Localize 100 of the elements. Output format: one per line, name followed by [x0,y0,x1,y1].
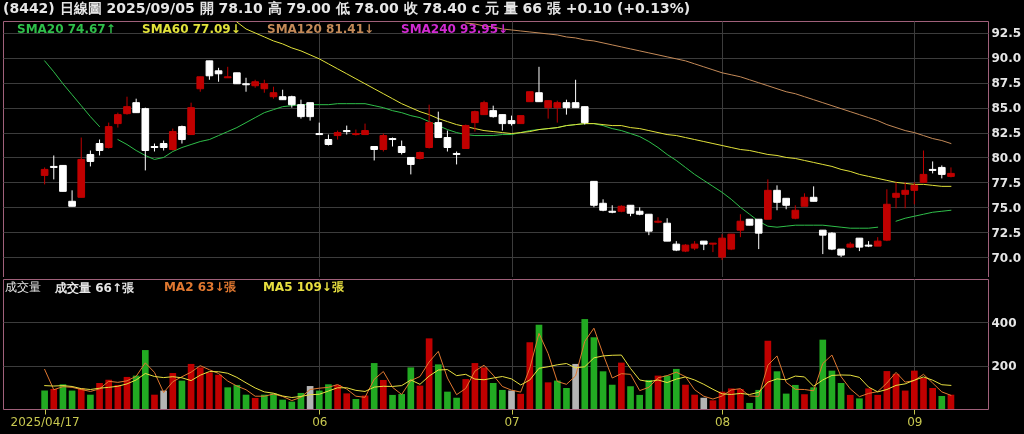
bar [407,367,415,409]
legend-title: 成交量 [5,280,41,294]
bar [581,319,589,409]
bar [508,390,515,409]
line-series [44,327,952,402]
text: MA2 63↓張 [163,280,238,294]
bar [96,383,103,409]
bar [105,379,113,409]
bar [553,380,561,409]
y-tick-label: 92.5 [991,26,1022,41]
bar [901,390,909,409]
bar [709,400,717,409]
bar [462,379,470,409]
y-tick-label: 77.5 [991,175,1022,190]
bar [672,368,680,409]
bar [810,387,817,409]
y-tick-label: 200 [991,359,1017,374]
legend-label: SMA240 93.95↓ [401,22,509,36]
bar [874,394,882,409]
bar [87,394,94,409]
bar [791,384,799,409]
y-tick-label: 85.0 [991,101,1022,116]
text: SMA120 81.41↓ [267,22,375,36]
bar [434,364,442,409]
bar [444,391,451,409]
chart-title: (8442) 日線圖 2025/09/05 開 78.10 高 79.00 低 78.00 收 78.40 c 元 量 66 張 +0.10 (+0.13%) [3,0,691,16]
bar [700,397,708,409]
x-tick-label: 06 [312,414,328,429]
bar [636,394,644,409]
bar [50,389,58,409]
text: SMA20 74.67↑ [17,22,116,36]
bar [599,371,607,409]
candlestick [919,149,928,183]
bar [389,394,396,409]
bar [856,398,863,409]
text: MA5 109↓張 [262,280,345,294]
bar [352,399,360,409]
y-tick-label: 90.0 [991,51,1022,66]
y-tick-label: 87.5 [991,76,1022,91]
bar [380,379,387,409]
x-tick-label: 07 [504,414,520,429]
bar [398,394,405,409]
bar [801,394,808,409]
bar [215,374,222,409]
y-tick-label: 70.0 [991,250,1022,265]
bar [343,393,351,409]
bar [288,401,296,409]
bar [846,394,854,409]
candlestick [104,122,113,149]
bar [682,384,689,409]
y-tick-label: 82.5 [991,126,1022,141]
bar [920,378,927,409]
bar [261,394,268,409]
bar [938,396,946,409]
bar [618,362,625,409]
bar [691,394,698,409]
bar [206,372,213,409]
bar [929,387,936,409]
candlestick [663,217,671,242]
bar [151,394,158,409]
bar [746,402,753,409]
y-tick-label: 80.0 [991,150,1022,165]
candlestick [736,213,745,238]
bar [544,382,552,409]
candlestick [947,166,955,178]
bar [563,387,570,409]
candlestick [123,96,131,116]
x-tick-label: 09 [907,414,923,429]
series-label: SMA60 77.09↓ [142,22,241,36]
bar [489,383,497,409]
candlestick [535,66,543,103]
bar [499,389,506,409]
bar [141,350,149,409]
y-tick-label: 72.5 [991,225,1022,240]
bar [169,373,177,409]
bar [196,367,204,409]
bar [453,397,460,409]
candlestick [205,60,214,81]
bar [911,370,918,409]
bar [370,363,378,409]
bar [608,384,616,409]
bar [224,387,232,409]
line-series [44,354,952,399]
bar [865,388,872,409]
candlestick [68,189,76,207]
y-tick-label: 75.0 [991,200,1022,215]
bar [517,393,525,409]
x-tick-label: 2025/04/17 [10,414,80,429]
y-tick-label: 400 [991,315,1017,330]
bar [837,383,845,409]
bar [819,339,827,409]
bar [737,389,744,409]
bar [572,363,579,409]
bar [279,399,286,409]
bar [160,390,167,409]
bar [627,386,634,409]
annotation: 成交量 66↑張 [54,281,135,296]
bar [41,390,48,409]
x-tick-label: 08 [714,414,731,429]
candlestick [654,216,662,224]
